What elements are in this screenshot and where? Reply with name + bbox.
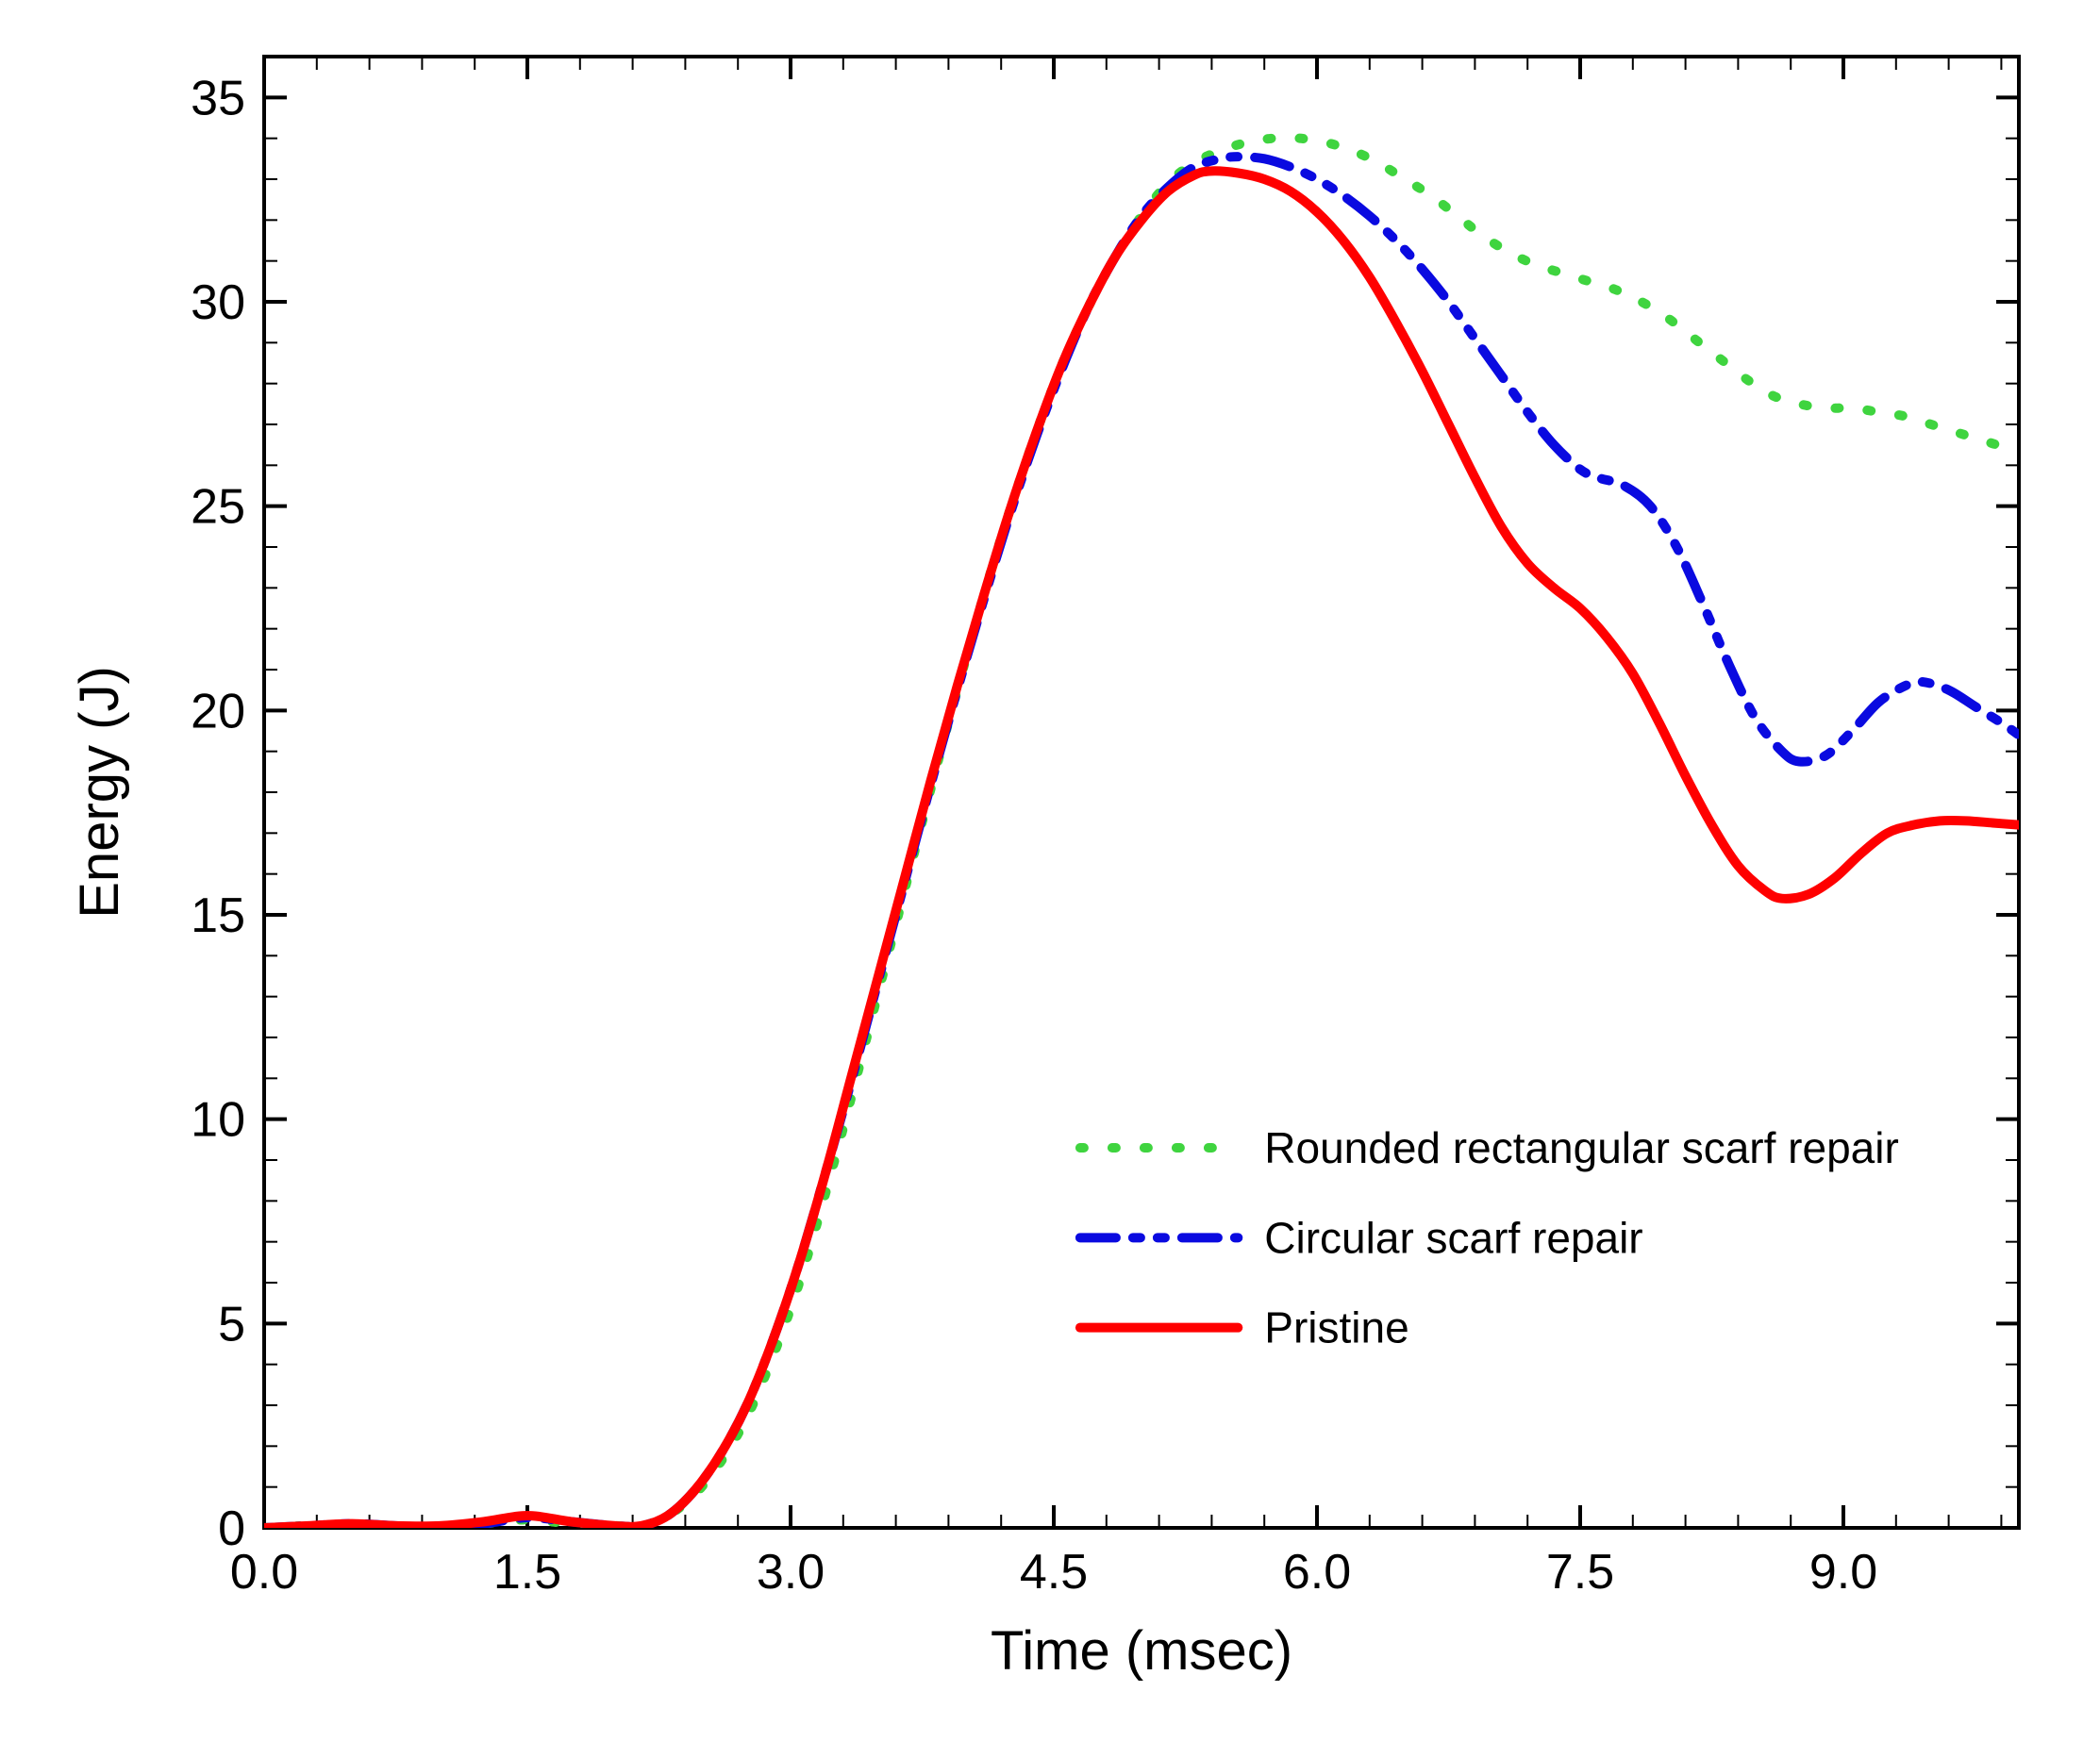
legend-label-green: Rounded rectangular scarf repair (1264, 1123, 1898, 1172)
y-tick-label: 5 (218, 1297, 245, 1352)
y-tick-label: 35 (191, 71, 245, 125)
x-tick-label: 4.5 (1020, 1545, 1088, 1600)
legend-label-red: Pristine (1264, 1303, 1408, 1352)
y-tick-label: 0 (218, 1501, 245, 1556)
x-tick-label: 7.5 (1546, 1545, 1614, 1600)
legend-label-blue: Circular scarf repair (1264, 1213, 1642, 1262)
chart-background (0, 0, 2100, 1758)
chart-svg: 0.01.53.04.56.07.59.005101520253035Time … (0, 0, 2100, 1758)
x-axis-label: Time (msec) (991, 1620, 1292, 1682)
y-tick-label: 10 (191, 1093, 245, 1148)
x-tick-label: 3.0 (757, 1545, 825, 1600)
x-tick-label: 6.0 (1283, 1545, 1351, 1600)
y-axis-label: Energy (J) (69, 666, 130, 919)
y-tick-label: 20 (191, 684, 245, 738)
y-tick-label: 25 (191, 480, 245, 535)
y-tick-label: 15 (191, 888, 245, 943)
y-tick-label: 30 (191, 275, 245, 330)
energy-time-chart: 0.01.53.04.56.07.59.005101520253035Time … (0, 0, 2100, 1758)
x-tick-label: 9.0 (1809, 1545, 1877, 1600)
x-tick-label: 1.5 (493, 1545, 561, 1600)
